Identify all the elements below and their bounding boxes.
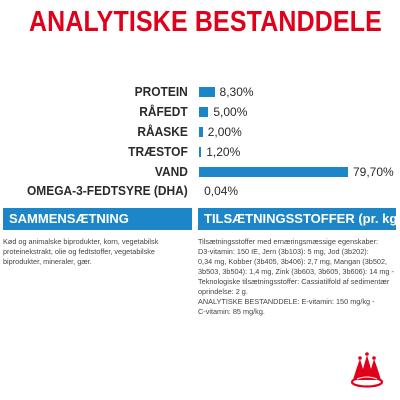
nutrient-value: 2,00% bbox=[207, 125, 242, 139]
nutrient-label: RÅFEDT bbox=[139, 104, 188, 119]
royal-canin-crown-logo-icon bbox=[350, 352, 384, 388]
additives-text: Tilsætningsstoffer med ernæringsmæssige … bbox=[198, 237, 394, 316]
nutrient-bar bbox=[199, 127, 203, 137]
nutrient-row: TRÆSTOF 1,20% bbox=[0, 142, 400, 162]
composition-text: Kød og animalske biprodukter, korn, vege… bbox=[3, 237, 159, 266]
nutrient-label: TRÆSTOF bbox=[128, 144, 188, 159]
nutrient-row: RÅFEDT 5,00% bbox=[0, 102, 400, 122]
nutrient-value: 1,20% bbox=[206, 145, 241, 159]
nutrient-label: OMEGA-3-FEDTSYRE (DHA) bbox=[27, 183, 188, 198]
nutrient-row: OMEGA-3-FEDTSYRE (DHA) 0,04% bbox=[0, 181, 400, 201]
nutrient-row: VAND 79,70% bbox=[0, 162, 400, 182]
nutrient-value: 0,04% bbox=[204, 184, 239, 198]
nutrient-row: RÅASKE 2,00% bbox=[0, 122, 400, 142]
nutrient-label: VAND bbox=[154, 164, 188, 179]
nutrient-label: PROTEIN bbox=[134, 84, 188, 99]
nutrient-label: RÅASKE bbox=[137, 124, 188, 139]
nutrient-bar bbox=[199, 87, 215, 97]
additives-heading: TILSÆTNINGSSTOFFER (pr. kg) bbox=[198, 208, 396, 230]
nutrient-bar bbox=[199, 167, 348, 177]
nutrient-value: 5,00% bbox=[213, 105, 248, 119]
nutrient-value: 79,70% bbox=[353, 165, 394, 179]
nutrient-value: 8,30% bbox=[219, 85, 254, 99]
nutrient-bar bbox=[199, 147, 202, 157]
nutrient-row: PROTEIN 8,30% bbox=[0, 82, 400, 102]
nutrient-bar bbox=[199, 107, 209, 117]
section-title: ANALYTISKE BESTANDDELE bbox=[29, 6, 382, 38]
composition-heading: SAMMENSÆTNING bbox=[3, 208, 192, 230]
